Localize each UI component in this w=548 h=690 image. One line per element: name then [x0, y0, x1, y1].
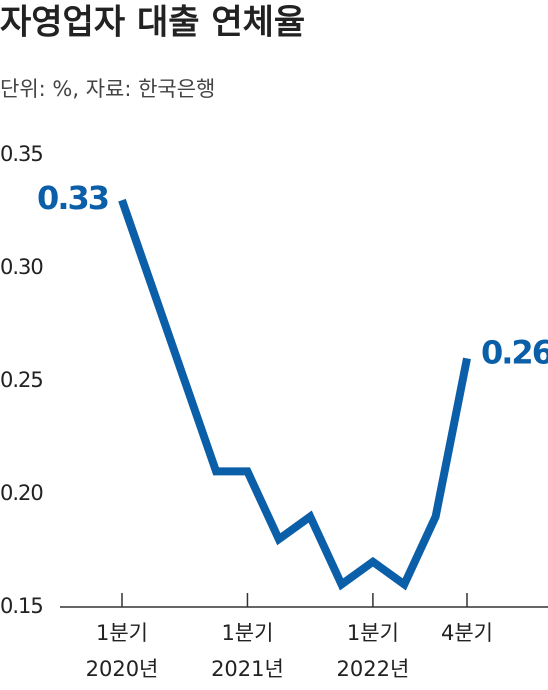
value-label: 0.26 [481, 333, 548, 371]
y-tick-label: 0.30 [0, 255, 43, 279]
y-tick-label: 0.20 [0, 481, 43, 505]
x-tick-year: 2020년 [86, 657, 159, 681]
x-tick-label: 4분기 [441, 621, 493, 645]
line [118, 198, 471, 591]
x-tick-label: 1분기 [347, 621, 399, 645]
x-tick-label: 1분기 [96, 621, 148, 645]
chart-title: 자영업자 대출 연체율 [0, 3, 305, 43]
x-tick-label: 1분기 [221, 621, 273, 645]
value-label: 0.33 [37, 179, 108, 217]
y-tick-label: 0.15 [0, 594, 43, 618]
x-tick-year: 2022년 [337, 657, 410, 681]
y-tick-label: 0.25 [0, 368, 43, 392]
y-tick-label: 0.35 [0, 142, 43, 166]
x-tick-year: 2021년 [211, 657, 284, 681]
chart-subtitle: 단위: %, 자료: 한국은행 [0, 77, 215, 101]
